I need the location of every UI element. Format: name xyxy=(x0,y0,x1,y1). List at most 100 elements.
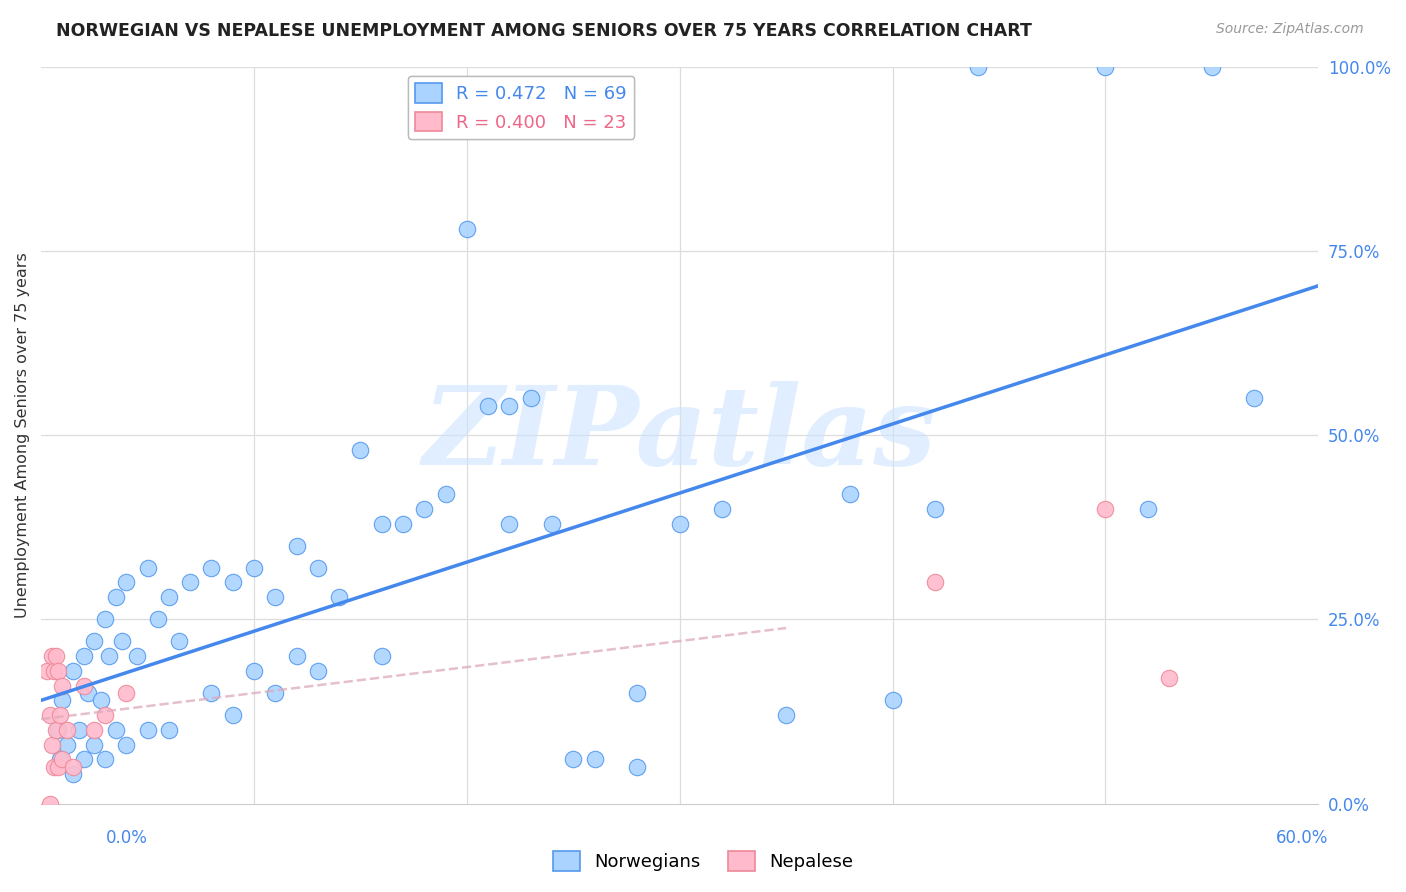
Point xyxy=(55,723,77,737)
Point xyxy=(73,649,96,664)
Point xyxy=(94,612,117,626)
Point xyxy=(966,60,988,74)
Point xyxy=(62,664,84,678)
Point xyxy=(115,575,138,590)
Text: 60.0%: 60.0% xyxy=(1277,829,1329,847)
Point xyxy=(477,399,499,413)
Point xyxy=(519,391,541,405)
Point xyxy=(1201,60,1223,74)
Point xyxy=(83,738,105,752)
Point xyxy=(115,686,138,700)
Point xyxy=(626,760,648,774)
Point xyxy=(73,752,96,766)
Point xyxy=(45,649,67,664)
Text: ZIPatlas: ZIPatlas xyxy=(423,382,936,489)
Point xyxy=(1094,60,1116,74)
Point xyxy=(370,649,392,664)
Point xyxy=(924,501,946,516)
Point xyxy=(264,686,287,700)
Point xyxy=(41,649,63,664)
Y-axis label: Unemployment Among Seniors over 75 years: Unemployment Among Seniors over 75 years xyxy=(15,252,30,618)
Point xyxy=(200,686,222,700)
Point xyxy=(221,575,243,590)
Point xyxy=(104,723,127,737)
Point xyxy=(243,664,266,678)
Point xyxy=(541,516,564,531)
Point xyxy=(157,591,180,605)
Point xyxy=(307,664,329,678)
Point xyxy=(51,679,73,693)
Point xyxy=(115,738,138,752)
Point xyxy=(1094,501,1116,516)
Point xyxy=(243,560,266,574)
Point xyxy=(157,723,180,737)
Legend: Norwegians, Nepalese: Norwegians, Nepalese xyxy=(546,844,860,879)
Point xyxy=(711,501,734,516)
Point xyxy=(42,760,65,774)
Point xyxy=(498,399,520,413)
Legend: R = 0.472   N = 69, R = 0.400   N = 23: R = 0.472 N = 69, R = 0.400 N = 23 xyxy=(408,76,634,139)
Point xyxy=(38,797,60,811)
Point xyxy=(125,649,148,664)
Point xyxy=(1159,671,1181,685)
Point xyxy=(169,634,191,648)
Point xyxy=(38,708,60,723)
Point xyxy=(285,539,308,553)
Point xyxy=(83,723,105,737)
Point xyxy=(67,723,90,737)
Point xyxy=(1243,391,1265,405)
Point xyxy=(136,723,159,737)
Point xyxy=(51,752,73,766)
Point xyxy=(94,708,117,723)
Point xyxy=(1136,501,1159,516)
Text: NORWEGIAN VS NEPALESE UNEMPLOYMENT AMONG SENIORS OVER 75 YEARS CORRELATION CHART: NORWEGIAN VS NEPALESE UNEMPLOYMENT AMONG… xyxy=(56,22,1032,40)
Point xyxy=(62,767,84,781)
Point xyxy=(179,575,201,590)
Point xyxy=(839,487,862,501)
Point xyxy=(562,752,585,766)
Point xyxy=(668,516,690,531)
Point xyxy=(94,752,117,766)
Point xyxy=(200,560,222,574)
Point xyxy=(98,649,121,664)
Point xyxy=(434,487,457,501)
Point xyxy=(285,649,308,664)
Point xyxy=(41,738,63,752)
Point xyxy=(221,708,243,723)
Point xyxy=(62,760,84,774)
Point xyxy=(924,575,946,590)
Point xyxy=(42,664,65,678)
Point xyxy=(73,679,96,693)
Point xyxy=(77,686,100,700)
Point xyxy=(775,708,797,723)
Text: 0.0%: 0.0% xyxy=(105,829,148,847)
Point xyxy=(37,664,59,678)
Point xyxy=(264,591,287,605)
Point xyxy=(90,693,112,707)
Point xyxy=(46,664,69,678)
Point xyxy=(46,723,69,737)
Point xyxy=(148,612,170,626)
Text: Source: ZipAtlas.com: Source: ZipAtlas.com xyxy=(1216,22,1364,37)
Point xyxy=(55,738,77,752)
Point xyxy=(45,723,67,737)
Point xyxy=(49,752,72,766)
Point xyxy=(49,708,72,723)
Point xyxy=(349,442,371,457)
Point xyxy=(51,693,73,707)
Point xyxy=(392,516,415,531)
Point xyxy=(83,634,105,648)
Point xyxy=(498,516,520,531)
Point xyxy=(583,752,606,766)
Point xyxy=(456,221,478,235)
Point xyxy=(626,686,648,700)
Point xyxy=(104,591,127,605)
Point xyxy=(46,760,69,774)
Point xyxy=(328,591,350,605)
Point xyxy=(882,693,904,707)
Point xyxy=(413,501,436,516)
Point xyxy=(111,634,134,648)
Point xyxy=(136,560,159,574)
Point xyxy=(370,516,392,531)
Point xyxy=(307,560,329,574)
